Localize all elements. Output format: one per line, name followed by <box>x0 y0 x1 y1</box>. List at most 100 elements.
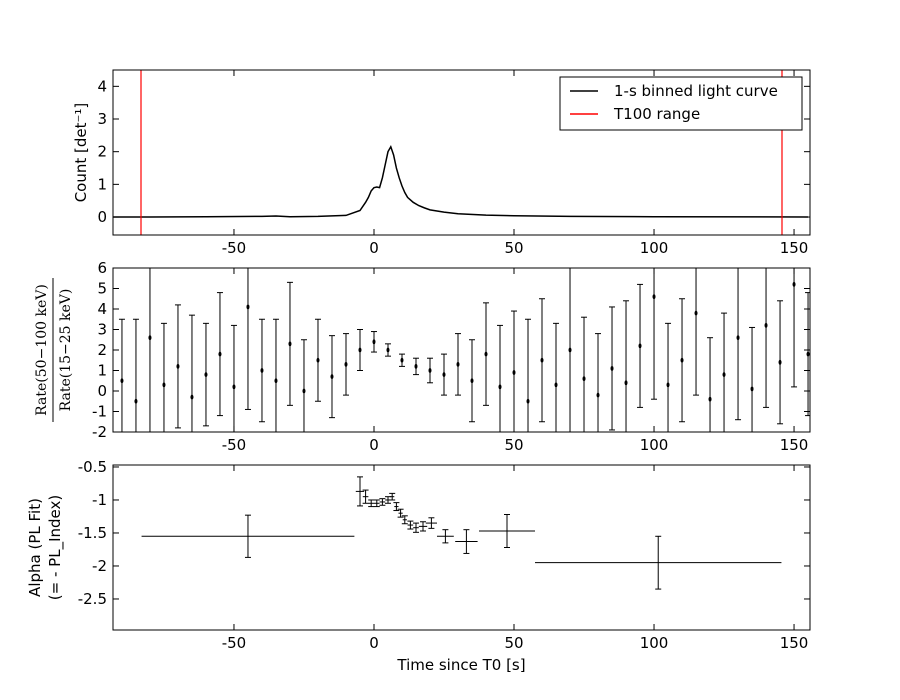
x-tick-label: -50 <box>222 634 247 652</box>
point <box>134 398 138 404</box>
point <box>456 361 460 367</box>
point <box>512 370 516 376</box>
point <box>372 339 376 345</box>
y-tick-label: 6 <box>97 259 107 277</box>
point <box>484 351 488 357</box>
point <box>652 294 656 300</box>
point <box>176 363 180 369</box>
y-tick-label: -2.5 <box>78 590 107 608</box>
point <box>680 357 684 363</box>
x-tick-label: 100 <box>640 634 669 652</box>
point <box>624 380 628 386</box>
point <box>288 341 292 347</box>
point <box>316 357 320 363</box>
point <box>344 361 348 367</box>
axes-frame <box>112 69 811 236</box>
point <box>260 368 264 373</box>
point <box>204 372 208 378</box>
y-tick-label: 4 <box>97 300 107 318</box>
y-tick-label: 2 <box>97 341 107 359</box>
y-tick-label: 4 <box>97 77 107 95</box>
point <box>498 384 502 390</box>
y-tick-label: 5 <box>97 280 107 298</box>
y-axis-label: Rate(15−25 keV) <box>58 289 74 412</box>
x-tick-label: 100 <box>640 239 669 257</box>
legend-label: T100 range <box>613 105 700 123</box>
point <box>414 363 418 369</box>
y-axis-label: Alpha (PL Fit) <box>26 498 44 597</box>
x-tick-label: 0 <box>369 436 379 454</box>
point <box>246 304 250 310</box>
point <box>666 382 670 388</box>
point <box>694 310 698 316</box>
point <box>554 382 558 388</box>
x-tick-label: 150 <box>780 436 809 454</box>
plot-area <box>118 268 810 432</box>
point <box>526 398 530 404</box>
y-tick-label: 3 <box>97 110 107 128</box>
x-tick-label: 50 <box>504 436 523 454</box>
point <box>428 368 432 373</box>
y-tick-label: -1 <box>92 403 107 421</box>
point <box>148 335 152 341</box>
y-tick-label: 0 <box>97 208 107 226</box>
y-tick-label: 1 <box>97 362 107 380</box>
x-tick-label: 50 <box>504 239 523 257</box>
y-tick-label: -0.5 <box>78 458 107 476</box>
x-tick-label: 0 <box>369 634 379 652</box>
y-axis-label: (= - PL_Index) <box>46 495 65 600</box>
point <box>442 372 446 378</box>
x-tick-label: 150 <box>780 634 809 652</box>
axes-frame <box>112 267 811 433</box>
legend-label: 1-s binned light curve <box>614 82 778 100</box>
point <box>330 374 334 380</box>
point <box>750 386 754 392</box>
plot-area <box>141 476 782 590</box>
y-tick-label: -1 <box>92 491 107 509</box>
y-tick-label: 3 <box>97 321 107 339</box>
point <box>736 335 740 341</box>
point <box>120 378 124 384</box>
point <box>722 372 726 378</box>
light-curve <box>113 144 809 218</box>
x-tick-label: -50 <box>222 436 247 454</box>
point <box>470 378 474 384</box>
axes-frame <box>112 464 811 631</box>
point <box>708 396 712 402</box>
x-axis-label: Time since T0 [s] <box>396 656 525 674</box>
point <box>610 365 614 371</box>
y-tick-label: 1 <box>97 175 107 193</box>
y-tick-label: -2 <box>92 557 107 575</box>
y-tick-label: -2 <box>92 423 107 441</box>
x-tick-label: -50 <box>222 239 247 257</box>
y-axis-label: Rate(50−100 keV) <box>34 284 50 416</box>
x-tick-label: 50 <box>504 634 523 652</box>
y-axis-label: Count [det⁻¹] <box>72 103 90 203</box>
point <box>568 347 572 353</box>
point <box>638 343 642 349</box>
x-tick-label: 0 <box>369 239 379 257</box>
y-tick-label: -1.5 <box>78 524 107 542</box>
point <box>792 281 796 287</box>
point <box>540 357 544 363</box>
point <box>778 359 782 365</box>
legend-box <box>559 76 803 131</box>
point <box>358 347 362 353</box>
point <box>302 388 306 394</box>
point <box>764 322 768 328</box>
point <box>274 378 278 384</box>
x-tick-label: 100 <box>640 436 669 454</box>
point <box>218 351 222 357</box>
y-tick-label: 2 <box>97 143 107 161</box>
point <box>190 394 194 400</box>
point <box>582 376 586 382</box>
x-tick-label: 150 <box>780 239 809 257</box>
point <box>386 347 390 353</box>
point <box>232 384 236 390</box>
y-tick-label: 0 <box>97 382 107 400</box>
point <box>596 392 600 398</box>
point <box>400 357 404 363</box>
point <box>162 382 166 388</box>
point <box>806 351 810 357</box>
